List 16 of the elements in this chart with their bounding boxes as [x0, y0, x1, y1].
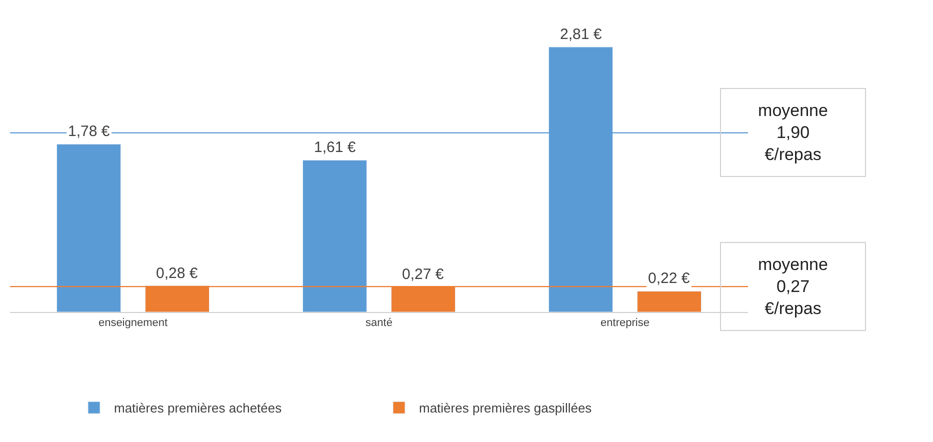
- data-label: 0,27 €: [402, 266, 444, 283]
- data-label: 0,22 €: [648, 270, 690, 287]
- x-tick-label: enseignement: [98, 317, 168, 330]
- data-label: 1,61 €: [314, 139, 356, 156]
- legend-label: matières premières achetées: [114, 400, 282, 416]
- ref-line-label: moyenne 0,27 €/repas: [758, 255, 828, 318]
- bar: [56, 144, 121, 312]
- legend-label: matières premières gaspillées: [419, 400, 592, 416]
- bar: [302, 160, 367, 312]
- data-label: 2,81 €: [560, 26, 602, 43]
- bar: [637, 291, 702, 312]
- x-tick-label: santé: [366, 317, 392, 330]
- ref-line-label: moyenne 1,90 €/repas: [758, 101, 828, 164]
- data-label: 1,78 €: [68, 123, 110, 140]
- data-label: 0,28 €: [156, 265, 198, 282]
- x-tick-label: entreprise: [600, 317, 650, 330]
